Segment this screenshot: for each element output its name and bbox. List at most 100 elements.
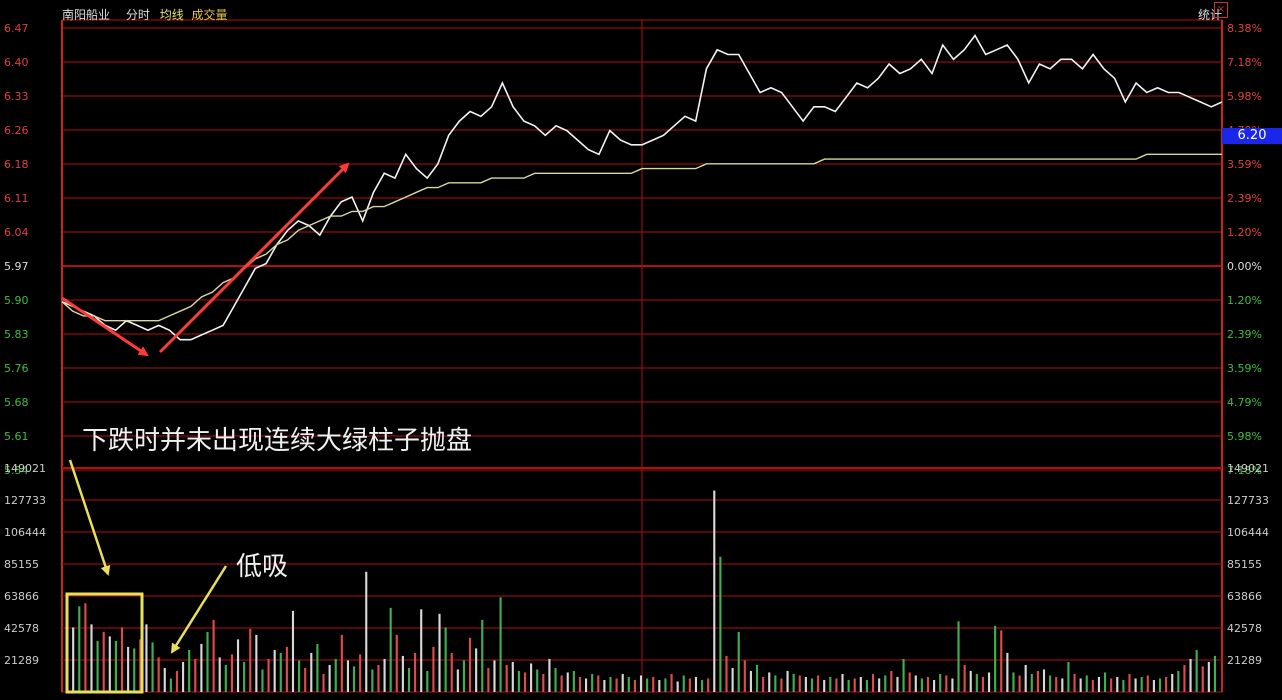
volume-bar: [1110, 678, 1113, 692]
close-icon[interactable]: ×: [1214, 2, 1228, 18]
volume-bar: [627, 676, 630, 692]
volume-bar: [572, 670, 575, 692]
volume-bar: [420, 609, 423, 692]
volume-bar: [1067, 661, 1070, 692]
volume-bar: [230, 654, 233, 692]
price-tick-label: 6.26: [4, 124, 29, 137]
volume-bar: [298, 660, 301, 692]
volume-tick-label: 63866: [4, 590, 39, 603]
volume-bar: [1049, 675, 1052, 692]
volume-bar: [304, 667, 307, 692]
volume-bar: [1134, 678, 1137, 692]
volume-bar: [1061, 678, 1064, 692]
volume-bar: [566, 672, 569, 692]
price-tick-label: 5.61: [4, 430, 29, 443]
volume-bar: [438, 613, 441, 692]
volume-bar: [981, 676, 985, 692]
volume-bar: [273, 649, 276, 692]
volume-bar: [511, 661, 514, 692]
volume-bar: [401, 655, 404, 692]
volume-bar: [774, 675, 777, 692]
volume-bar: [1128, 673, 1131, 692]
volume-bar: [652, 676, 655, 692]
volume-bar: [1140, 676, 1143, 692]
volume-bar: [279, 652, 282, 692]
volume-bar: [316, 643, 319, 692]
volume-bar: [139, 639, 142, 692]
volume-bar: [560, 675, 563, 692]
volume-bar: [291, 610, 295, 692]
volume-bar: [804, 676, 807, 692]
volume-bar: [395, 634, 398, 692]
volume-bar: [108, 636, 111, 692]
percent-tick-label: 3.59%: [1227, 362, 1262, 375]
volume-bar: [1024, 664, 1027, 692]
volume-bar: [517, 670, 520, 692]
percent-tick-label: 1.20%: [1227, 294, 1262, 307]
tab-intraday[interactable]: 分时: [125, 8, 150, 22]
volume-bar: [725, 655, 728, 692]
volume-bar: [359, 654, 362, 692]
volume-bar: [1189, 658, 1192, 692]
volume-bar: [609, 676, 612, 692]
volume-bar: [853, 678, 856, 692]
volume-bar: [798, 675, 801, 692]
volume-bar: [475, 648, 478, 692]
volume-bar: [835, 678, 838, 692]
volume-bar: [1146, 675, 1149, 692]
price-tick-label: 6.33: [4, 90, 29, 103]
percent-tick-label: 1.20%: [1227, 226, 1262, 239]
volume-bar: [1152, 679, 1155, 692]
percent-axis-right: 8.38% 7.18% 5.98% 4.79% 3.59% 2.39% 1.20% 0.00%…: [1227, 22, 1269, 667]
volume-bar: [236, 639, 240, 692]
percent-tick-label: 8.38%: [1227, 22, 1262, 35]
volume-bar: [127, 646, 130, 692]
volume-bar: [951, 678, 954, 692]
volume-bar: [163, 667, 166, 692]
volume-bar: [719, 556, 722, 692]
tab-average[interactable]: 均线: [159, 8, 184, 22]
volume-bar: [426, 670, 429, 692]
volume-bar: [578, 676, 582, 692]
volume-bar: [1097, 676, 1101, 692]
volume-bar: [102, 631, 105, 692]
stats-button[interactable]: 统计: [1197, 8, 1222, 22]
volume-bar: [84, 603, 87, 692]
volume-tick-label-right: 63866: [1227, 590, 1262, 603]
volume-bar: [1073, 673, 1076, 692]
price-tick-label: 5.83: [4, 328, 29, 341]
percent-tick-label: 7.18%: [1227, 464, 1262, 477]
volume-bar: [707, 678, 710, 692]
volume-tick-label-right: 106444: [1227, 526, 1269, 539]
volume-bar: [255, 634, 258, 692]
volume-tick-label-right: 127733: [1227, 494, 1269, 507]
volume-bar: [823, 679, 826, 692]
volume-bar: [914, 675, 917, 692]
volume-bar: [633, 679, 636, 692]
volume-tick-label: 21289: [4, 654, 39, 667]
volume-bar: [878, 678, 881, 692]
annotation-main-text: 下跌时并未出现连续大绿柱子抛盘: [82, 426, 473, 456]
volume-bar: [963, 664, 966, 692]
last-price-badge: 6.20: [1222, 128, 1282, 144]
price-series: [61, 34, 1223, 341]
volume-bar: [243, 661, 246, 692]
price-tick-label: 5.54: [4, 464, 29, 477]
volume-bar: [200, 643, 203, 692]
volume-bar: [817, 675, 820, 692]
volume-bar: [969, 670, 972, 692]
volume-bar: [829, 676, 832, 692]
volume-bar: [1158, 678, 1162, 692]
volume-bar: [615, 678, 618, 692]
dip-buy-arrow: [170, 565, 228, 654]
decline-arrow: [61, 296, 149, 357]
volume-bar: [884, 675, 887, 692]
volume-bar: [493, 660, 496, 692]
volume-bar: [926, 676, 930, 692]
volume-bar: [456, 669, 459, 692]
volume-bar: [175, 670, 179, 692]
tab-volume[interactable]: 成交量: [191, 8, 228, 22]
volume-bar: [994, 625, 997, 692]
volume-bar: [1165, 676, 1168, 692]
